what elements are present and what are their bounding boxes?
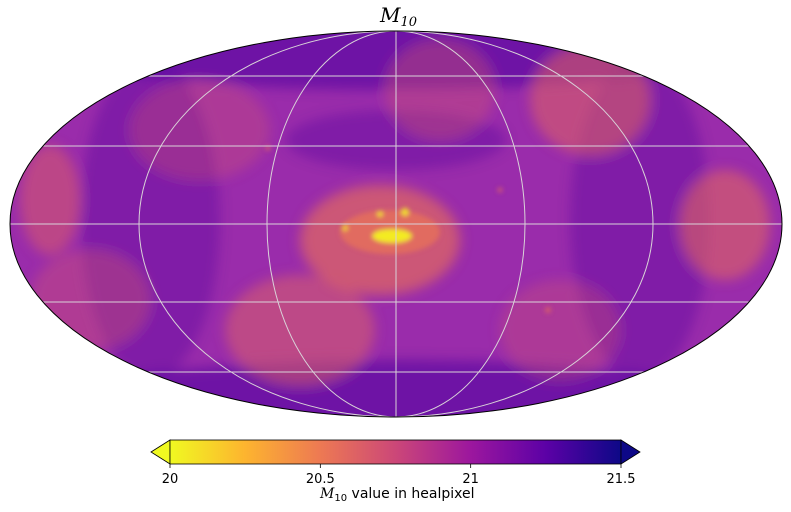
colorbar-tick-label: 21 [462, 472, 479, 487]
colorbar-body [169, 439, 622, 465]
colorbar-tick-label: 20 [162, 472, 179, 487]
chart-title: M10 [379, 3, 417, 30]
hot-spot-3 [342, 225, 348, 231]
hot-spot-5 [265, 145, 271, 151]
map-outline [9, 30, 783, 418]
patch-north-center [385, 40, 495, 140]
colorbar-tick-label: 21.5 [607, 472, 636, 487]
colorbar: 20 20.5 21 21.5 M10 value in healpixel [150, 439, 641, 504]
galactic-bulge [265, 145, 551, 313]
colorbar-label: M10 value in healpixel [319, 486, 475, 504]
sky-map [10, 31, 782, 417]
colorbar-ticks: 20 20.5 21 21.5 [162, 464, 636, 487]
graticule [10, 31, 782, 417]
bulge-core [372, 229, 412, 243]
hot-spot-1 [401, 208, 409, 216]
patch-west [20, 145, 80, 255]
patch-south-west-edge [30, 250, 150, 350]
patch-south-east [500, 280, 620, 380]
hot-spot-6 [497, 187, 503, 193]
hot-spot-2 [377, 211, 383, 217]
meridian-line [138, 31, 654, 417]
meridian-line [266, 31, 526, 417]
patch-northeast [530, 45, 650, 155]
colorbar-extend-high [620, 439, 641, 465]
patch-north-west [130, 80, 270, 180]
colorbar-extend-low [150, 439, 171, 465]
colorbar-tick-label: 20.5 [306, 472, 335, 487]
patch-east [680, 170, 770, 280]
hot-spot-4 [545, 307, 551, 313]
